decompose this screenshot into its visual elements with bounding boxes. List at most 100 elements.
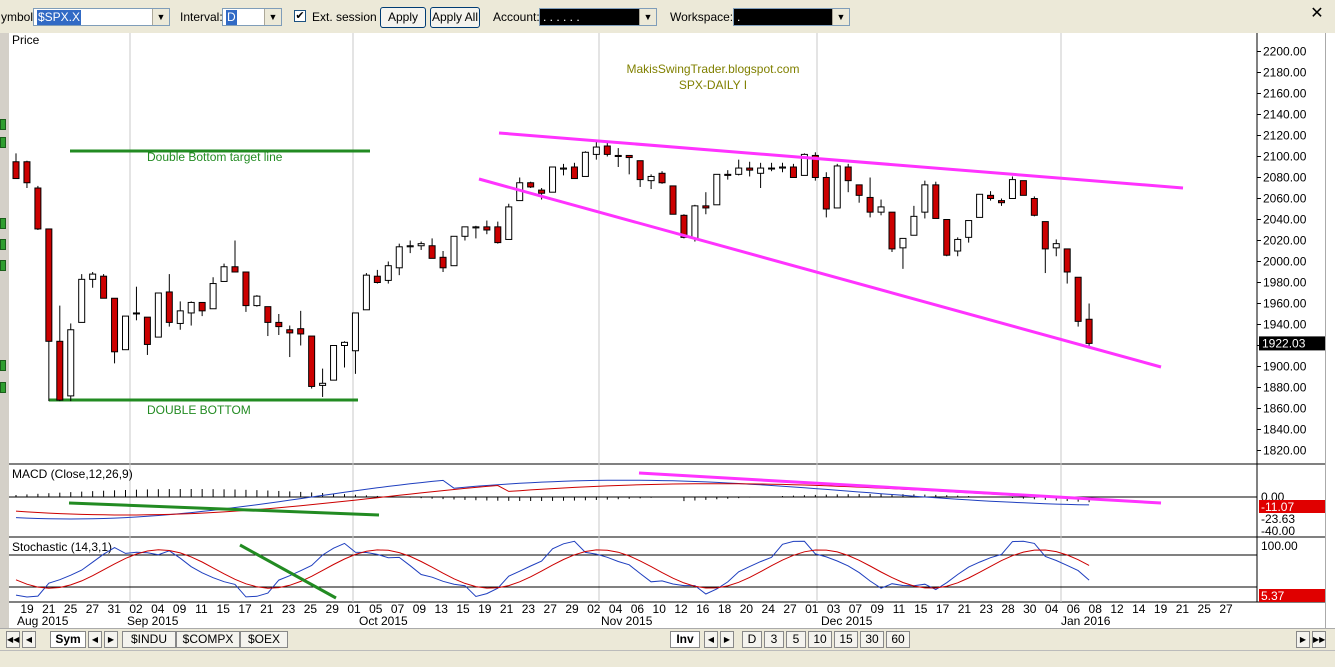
tool-icon[interactable] [0, 239, 6, 250]
date-tick-label: 15 [217, 602, 231, 616]
tool-icon[interactable] [0, 260, 6, 271]
date-tick-label: 02 [129, 602, 143, 616]
tab-10[interactable]: 10 [808, 631, 832, 648]
candle-body [122, 315, 129, 351]
candle-body [987, 194, 995, 200]
candle-body [1041, 221, 1049, 250]
symbol-combo[interactable]: $SPX.X ▼ [33, 8, 170, 26]
candle-body [319, 382, 327, 386]
tab-compx[interactable]: $COMPX [176, 631, 240, 648]
price-tick-label: 1840.00 [1263, 423, 1307, 437]
apply-all-button[interactable]: Apply All [430, 7, 480, 28]
last-icon[interactable]: ▶▶ [1312, 631, 1326, 648]
last-price-label: 1922.03 [1262, 336, 1306, 350]
date-tick-label: 15 [456, 602, 470, 616]
candle-body [713, 173, 721, 206]
date-tick-label: 21 [1176, 602, 1190, 616]
tab-bar: ◀◀ ◀ Sym ◀ ▶ $INDU $COMPX $OEX Inv ◀ ▶ D… [0, 628, 1335, 651]
next-icon[interactable]: ▶ [720, 631, 734, 648]
macd-low-label: -40.00 [1261, 524, 1295, 538]
candle-body [154, 292, 162, 338]
prev-icon[interactable]: ◀ [704, 631, 718, 648]
macd-signal-label: -23.63 [1261, 512, 1295, 526]
prev-icon[interactable]: ◀ [22, 631, 36, 648]
candle-body [384, 265, 392, 281]
candle-body [877, 206, 885, 213]
chevron-down-icon[interactable]: ▼ [832, 9, 849, 25]
next-icon[interactable]: ▶ [104, 631, 118, 648]
candle-body [1008, 179, 1016, 200]
date-tick-label: 31 [108, 602, 122, 616]
candle-body [1074, 276, 1082, 322]
first-icon[interactable]: ◀◀ [6, 631, 20, 648]
macd-trend-line [68, 501, 380, 517]
symbol-value[interactable]: $SPX.X [37, 10, 82, 25]
tab-indu[interactable]: $INDU [122, 631, 176, 648]
interval-value[interactable]: D [226, 10, 237, 25]
apply-button[interactable]: Apply [380, 7, 426, 28]
tab-30[interactable]: 30 [860, 631, 884, 648]
candle-body [450, 235, 458, 267]
tab-5[interactable]: 5 [786, 631, 806, 648]
tab-oex[interactable]: $OEX [240, 631, 288, 648]
date-tick-label: 17 [238, 602, 252, 616]
account-value[interactable]: . . . . . . [543, 10, 580, 24]
candle-body [275, 321, 283, 328]
prev-icon[interactable]: ◀ [88, 631, 102, 648]
date-tick-label: 06 [1067, 602, 1081, 616]
candle-body [538, 189, 546, 194]
chevron-down-icon[interactable]: ▼ [152, 9, 169, 25]
chevron-down-icon[interactable]: ▼ [639, 9, 656, 25]
tool-icon[interactable] [0, 360, 6, 371]
candle-body [439, 256, 447, 269]
date-tick-label: 21 [958, 602, 972, 616]
close-icon[interactable]: ✕ [1310, 5, 1324, 22]
tab-sym[interactable]: Sym [50, 631, 86, 648]
candle-body [143, 316, 151, 345]
next-icon[interactable]: ▶ [1296, 631, 1310, 648]
candle-body [286, 329, 294, 334]
tab-inv[interactable]: Inv [670, 631, 700, 648]
macd-label: MACD (Close,12,26,9) [12, 467, 133, 481]
tab-60[interactable]: 60 [886, 631, 910, 648]
macd-value-label: -11.07 [1261, 500, 1294, 514]
watermark-site: MakisSwingTrader.blogspot.com [627, 62, 800, 76]
candle-body [100, 275, 108, 299]
tool-icon[interactable] [0, 382, 6, 393]
stoch-trend-line [239, 543, 337, 600]
chart-background [9, 33, 1325, 628]
tool-icon[interactable] [0, 218, 6, 229]
date-tick-label: 12 [674, 602, 688, 616]
tool-icon[interactable] [0, 137, 6, 148]
price-tick-label: 2040.00 [1263, 213, 1307, 227]
date-tick-label: 07 [849, 602, 863, 616]
right-scroll-strip[interactable] [1325, 33, 1335, 628]
candle-body [253, 295, 261, 307]
month-label: Aug 2015 [17, 614, 69, 628]
candle-body [735, 167, 743, 175]
candle-body [505, 206, 513, 240]
date-tick-label: 13 [435, 602, 449, 616]
interval-combo[interactable]: D ▼ [222, 8, 282, 26]
workspace-value[interactable]: . [737, 10, 741, 24]
price-tick-label: 2180.00 [1263, 66, 1307, 80]
tool-icon[interactable] [0, 119, 6, 130]
price-tick-label: 1860.00 [1263, 402, 1307, 416]
date-tick-label: 29 [565, 602, 579, 616]
workspace-combo[interactable]: . ▼ [733, 8, 850, 26]
date-tick-label: 21 [260, 602, 274, 616]
account-combo[interactable]: . . . . . . ▼ [539, 8, 657, 26]
candle-body [395, 246, 403, 269]
tab-d[interactable]: D [742, 631, 762, 648]
candle-body [976, 193, 984, 218]
date-tick-label: 25 [1198, 602, 1212, 616]
candle-body [581, 151, 589, 177]
tab-15[interactable]: 15 [834, 631, 858, 648]
date-tick-label: 19 [1154, 602, 1168, 616]
candle-body [428, 245, 436, 259]
upper-trend-line [498, 131, 1184, 190]
tab-3[interactable]: 3 [764, 631, 784, 648]
chevron-down-icon[interactable]: ▼ [264, 9, 281, 25]
price-chart[interactable]: 2200.00 2180.00 2160.00 2140.00 2120.00 2100.… [9, 33, 1325, 628]
ext-session-checkbox[interactable]: ✔ [294, 10, 306, 22]
